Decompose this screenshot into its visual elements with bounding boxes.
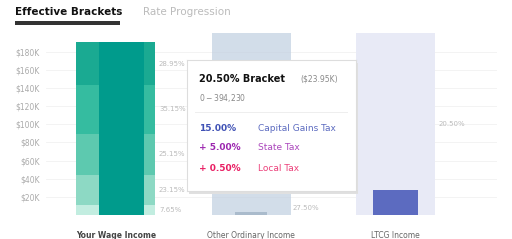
Text: Rate Progression: Rate Progression (143, 7, 231, 17)
Bar (76, 42, 155, 85)
Bar (236, 212, 267, 215)
Text: Your Wage Income: Your Wage Income (76, 231, 156, 239)
Text: + 5.00%: + 5.00% (199, 143, 240, 152)
Text: 35.15%: 35.15% (159, 107, 185, 113)
Text: LTCG Income: LTCG Income (371, 231, 420, 239)
Text: 20.50%: 20.50% (438, 121, 465, 127)
Text: Capital Gains Tax: Capital Gains Tax (258, 124, 336, 133)
Bar (356, 33, 435, 215)
Text: 15.00%: 15.00% (199, 124, 236, 133)
Text: State Tax: State Tax (258, 143, 300, 152)
Text: 20.50% Bracket: 20.50% Bracket (199, 75, 285, 84)
Text: 7.65%: 7.65% (159, 207, 181, 213)
Bar (76, 85, 155, 134)
Bar (211, 33, 290, 215)
Bar (99, 42, 144, 215)
Text: 28.95%: 28.95% (159, 60, 185, 66)
Text: $0 - $394,230: $0 - $394,230 (199, 92, 246, 104)
Bar (373, 190, 418, 215)
Text: Local Tax: Local Tax (258, 164, 299, 173)
Text: + 0.50%: + 0.50% (199, 164, 240, 173)
Text: Effective Brackets: Effective Brackets (15, 7, 123, 17)
Text: ($23.95K): ($23.95K) (300, 75, 338, 84)
Text: 25.15%: 25.15% (159, 151, 185, 157)
Bar (76, 134, 155, 175)
Text: 27.50%: 27.50% (293, 205, 319, 211)
Bar (76, 205, 155, 215)
Text: Other Ordinary Income: Other Ordinary Income (207, 231, 295, 239)
Text: 23.15%: 23.15% (159, 187, 185, 193)
Bar (76, 175, 155, 205)
